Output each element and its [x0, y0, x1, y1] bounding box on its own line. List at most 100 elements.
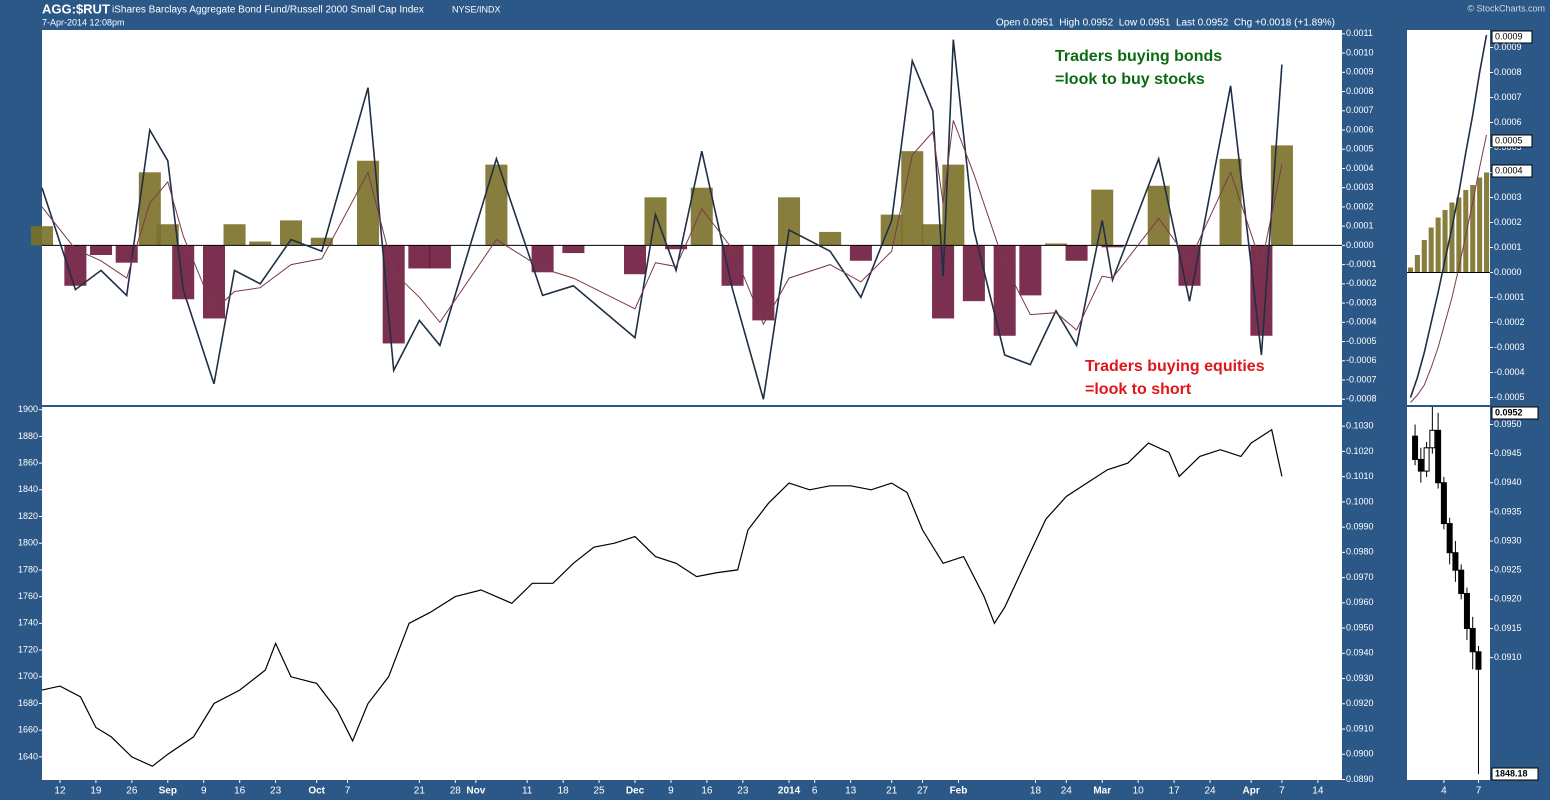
y-tick-label: 1760 — [18, 591, 38, 601]
y-tick-label: 0.0002 — [1494, 217, 1522, 227]
x-tick-label: 27 — [917, 786, 929, 797]
histogram-bar — [1421, 240, 1427, 273]
histogram-bar — [665, 245, 688, 250]
histogram-bar — [880, 214, 903, 246]
date: 7-Apr-2014 12:08pm — [42, 17, 125, 27]
candle-body — [1435, 429, 1442, 484]
y-tick-label: 0.0950 — [1346, 622, 1374, 632]
last-value-flag — [1491, 406, 1539, 420]
histogram-bar — [1407, 267, 1413, 273]
last-value-label: 0.0952 — [1495, 407, 1523, 417]
histogram-bar — [752, 245, 775, 321]
y-tick-label: 0.0003 — [1494, 192, 1522, 202]
histogram-bar — [1019, 245, 1042, 296]
y-tick-label: 1700 — [18, 671, 38, 681]
y-tick-label: -0.0001 — [1494, 292, 1525, 302]
y-tick-label: 0.0003 — [1346, 182, 1374, 192]
y-tick-label: 0.0010 — [1346, 47, 1374, 57]
y-tick-label: 0.0000 — [1494, 267, 1522, 277]
y-tick-label: 1800 — [18, 538, 38, 548]
x-tick-label: 6 — [812, 786, 818, 797]
y-tick-label: 0.0960 — [1346, 597, 1374, 607]
histogram-bar — [249, 241, 272, 246]
histogram-bar — [172, 245, 195, 300]
candle-body — [1469, 627, 1476, 653]
histogram-bar — [1101, 245, 1124, 248]
histogram-bar — [962, 245, 985, 302]
x-tick-label: 21 — [886, 786, 898, 797]
y-tick-label: 0.0007 — [1494, 92, 1522, 102]
y-tick-label: 1640 — [18, 751, 38, 761]
panel-price — [42, 407, 1342, 780]
x-tick-label: 9 — [201, 786, 207, 797]
y-tick-label: 0.0001 — [1346, 221, 1374, 231]
y-tick-label: 0.0950 — [1494, 419, 1522, 429]
histogram-bar — [932, 245, 955, 319]
x-tick-label: 7 — [1476, 786, 1482, 797]
annotation: =look to short — [1085, 381, 1192, 398]
last-value-label: 0.0004 — [1495, 165, 1523, 175]
y-tick-label: 1840 — [18, 484, 38, 494]
histogram-bar — [1442, 210, 1448, 273]
y-tick-label: 0.0008 — [1494, 67, 1522, 77]
histogram-bar — [1044, 243, 1068, 246]
y-tick-label: 0.0910 — [1494, 652, 1522, 662]
y-tick-label: -0.0004 — [1494, 367, 1525, 377]
histogram-bar — [138, 172, 161, 246]
x-tick-label: 9 — [668, 786, 674, 797]
candle-body — [1446, 523, 1453, 554]
x-tick-label: Feb — [950, 786, 968, 797]
candle-body — [1458, 569, 1465, 594]
histogram-bar — [382, 245, 405, 344]
candle-body — [1429, 429, 1436, 449]
histogram-bar — [310, 237, 333, 246]
y-tick-label: 0.0001 — [1494, 242, 1522, 252]
histogram-bar — [921, 224, 944, 246]
x-tick-label: 17 — [1169, 786, 1181, 797]
y-tick-label: 0.0009 — [1346, 67, 1374, 77]
histogram-bar — [690, 187, 713, 246]
x-tick-label: 23 — [270, 786, 282, 797]
y-tick-label: 0.0011 — [1346, 28, 1373, 38]
y-tick-label: -0.0007 — [1346, 374, 1377, 384]
histogram-bar — [1435, 217, 1441, 273]
y-tick-label: 0.0008 — [1346, 86, 1374, 96]
x-tick-label: 18 — [1030, 786, 1042, 797]
last-value-label: 1848.18 — [1495, 768, 1528, 778]
candle-body — [1412, 435, 1419, 460]
candle-body — [1423, 447, 1430, 472]
y-tick-label: -0.0006 — [1346, 355, 1377, 365]
line — [41, 428, 1283, 767]
histogram-bar — [428, 245, 451, 269]
histogram-bar — [778, 197, 801, 246]
x-tick-label: 18 — [558, 786, 570, 797]
x-tick-label: Apr — [1243, 786, 1260, 797]
x-tick-label: 24 — [1204, 786, 1216, 797]
y-tick-label: 0.0930 — [1346, 673, 1374, 683]
last-value-flag — [1491, 134, 1533, 148]
x-tick-label: 25 — [594, 786, 606, 797]
y-tick-label: -0.0005 — [1494, 392, 1525, 402]
histogram-bar — [819, 231, 842, 246]
histogram-bar — [156, 224, 179, 246]
line — [41, 120, 1283, 331]
histogram-bar — [279, 220, 303, 246]
x-tick-label: 14 — [1312, 786, 1324, 797]
y-tick-label: -0.0002 — [1346, 278, 1377, 288]
y-tick-label: 0.0915 — [1494, 623, 1522, 633]
annotation: Traders buying bonds — [1055, 48, 1222, 65]
histogram-bar — [1477, 177, 1483, 273]
histogram-bar — [1091, 189, 1114, 246]
security-name: iShares Barclays Aggregate Bond Fund/Rus… — [112, 5, 424, 16]
x-tick-label: 12 — [54, 786, 66, 797]
histogram-bar — [1414, 255, 1420, 273]
x-tick-label: Sep — [159, 786, 177, 797]
x-tick-label: 7 — [1279, 786, 1285, 797]
y-tick-label: -0.0008 — [1346, 394, 1377, 404]
y-tick-label: 0.0890 — [1346, 774, 1374, 784]
last-value-flag — [1491, 164, 1533, 178]
line — [1409, 34, 1488, 398]
line — [1410, 134, 1487, 403]
y-tick-label: 0.0007 — [1346, 105, 1374, 115]
